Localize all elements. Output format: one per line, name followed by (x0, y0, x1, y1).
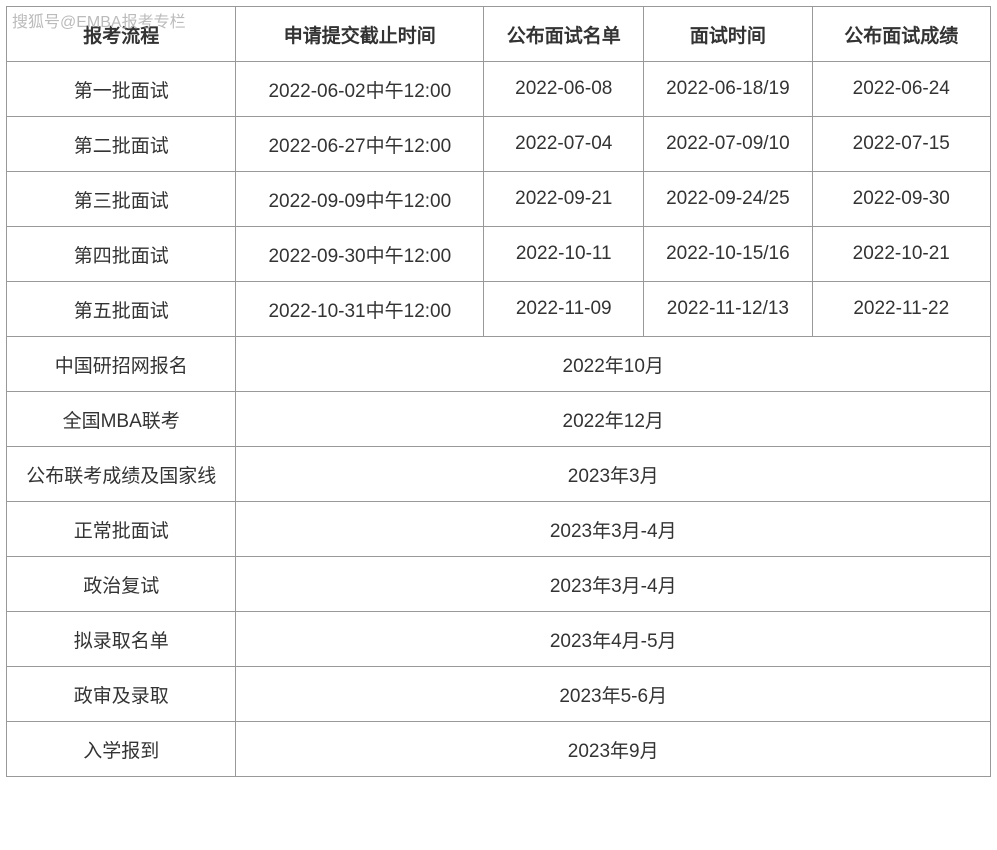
cell-merged-value: 2022年12月 (236, 392, 991, 447)
cell-list-announce: 2022-10-11 (484, 227, 644, 282)
cell-deadline: 2022-06-02中午12:00 (236, 62, 484, 117)
cell-merged-value: 2023年5-6月 (236, 667, 991, 722)
table-row: 第五批面试 2022-10-31中午12:00 2022-11-09 2022-… (7, 282, 991, 337)
cell-merged-value: 2023年3月 (236, 447, 991, 502)
cell-merged-value: 2023年9月 (236, 722, 991, 777)
cell-deadline: 2022-10-31中午12:00 (236, 282, 484, 337)
schedule-table: 报考流程 申请提交截止时间 公布面试名单 面试时间 公布面试成绩 第一批面试 2… (6, 6, 991, 777)
header-result-announce: 公布面试成绩 (812, 7, 990, 62)
table-row: 第四批面试 2022-09-30中午12:00 2022-10-11 2022-… (7, 227, 991, 282)
cell-label: 入学报到 (7, 722, 236, 777)
cell-result-announce: 2022-07-15 (812, 117, 990, 172)
cell-list-announce: 2022-11-09 (484, 282, 644, 337)
header-interview-time: 面试时间 (644, 7, 812, 62)
cell-list-announce: 2022-09-21 (484, 172, 644, 227)
watermark-text: 搜狐号@EMBA报考专栏 (12, 8, 186, 32)
cell-deadline: 2022-06-27中午12:00 (236, 117, 484, 172)
cell-label: 第五批面试 (7, 282, 236, 337)
cell-label: 拟录取名单 (7, 612, 236, 667)
table-row-merged: 入学报到 2023年9月 (7, 722, 991, 777)
cell-list-announce: 2022-07-04 (484, 117, 644, 172)
cell-list-announce: 2022-06-08 (484, 62, 644, 117)
table-row-merged: 政治复试 2023年3月-4月 (7, 557, 991, 612)
cell-label: 正常批面试 (7, 502, 236, 557)
cell-merged-value: 2022年10月 (236, 337, 991, 392)
header-list-announce: 公布面试名单 (484, 7, 644, 62)
table-row: 第二批面试 2022-06-27中午12:00 2022-07-04 2022-… (7, 117, 991, 172)
cell-merged-value: 2023年3月-4月 (236, 502, 991, 557)
table-row-merged: 公布联考成绩及国家线 2023年3月 (7, 447, 991, 502)
cell-label: 中国研招网报名 (7, 337, 236, 392)
cell-interview-time: 2022-06-18/19 (644, 62, 812, 117)
cell-result-announce: 2022-11-22 (812, 282, 990, 337)
cell-interview-time: 2022-11-12/13 (644, 282, 812, 337)
table-row-merged: 政审及录取 2023年5-6月 (7, 667, 991, 722)
table-row: 第一批面试 2022-06-02中午12:00 2022-06-08 2022-… (7, 62, 991, 117)
schedule-table-container: 报考流程 申请提交截止时间 公布面试名单 面试时间 公布面试成绩 第一批面试 2… (0, 0, 997, 783)
cell-label: 政审及录取 (7, 667, 236, 722)
cell-result-announce: 2022-09-30 (812, 172, 990, 227)
cell-deadline: 2022-09-30中午12:00 (236, 227, 484, 282)
cell-label: 第二批面试 (7, 117, 236, 172)
cell-result-announce: 2022-06-24 (812, 62, 990, 117)
table-row-merged: 中国研招网报名 2022年10月 (7, 337, 991, 392)
cell-result-announce: 2022-10-21 (812, 227, 990, 282)
cell-label: 政治复试 (7, 557, 236, 612)
cell-interview-time: 2022-09-24/25 (644, 172, 812, 227)
cell-label: 第三批面试 (7, 172, 236, 227)
table-row: 第三批面试 2022-09-09中午12:00 2022-09-21 2022-… (7, 172, 991, 227)
cell-merged-value: 2023年3月-4月 (236, 557, 991, 612)
table-row-merged: 全国MBA联考 2022年12月 (7, 392, 991, 447)
cell-merged-value: 2023年4月-5月 (236, 612, 991, 667)
table-row-merged: 拟录取名单 2023年4月-5月 (7, 612, 991, 667)
table-row-merged: 正常批面试 2023年3月-4月 (7, 502, 991, 557)
cell-label: 全国MBA联考 (7, 392, 236, 447)
cell-interview-time: 2022-07-09/10 (644, 117, 812, 172)
cell-interview-time: 2022-10-15/16 (644, 227, 812, 282)
cell-deadline: 2022-09-09中午12:00 (236, 172, 484, 227)
header-deadline: 申请提交截止时间 (236, 7, 484, 62)
cell-label: 公布联考成绩及国家线 (7, 447, 236, 502)
cell-label: 第一批面试 (7, 62, 236, 117)
cell-label: 第四批面试 (7, 227, 236, 282)
